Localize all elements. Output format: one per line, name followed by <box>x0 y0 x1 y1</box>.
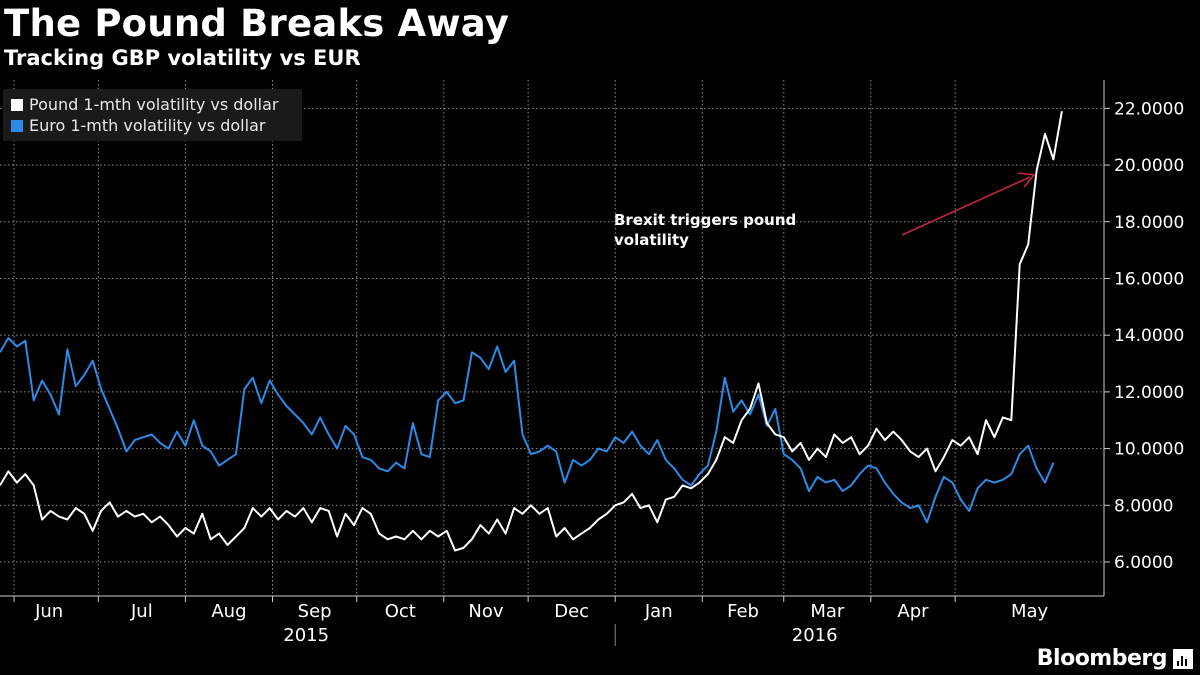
x-tick-label: Mar <box>810 601 845 622</box>
legend-label-euro: Euro 1-mth volatility vs dollar <box>29 116 266 135</box>
y-tick-label: 14.0000 <box>1114 326 1184 346</box>
legend-item-euro: Euro 1-mth volatility vs dollar <box>11 116 265 135</box>
x-tick-label: Oct <box>385 601 416 622</box>
annotation-line-2: volatility <box>614 231 689 249</box>
series-line-euro <box>0 337 1055 524</box>
x-tick-label: Dec <box>554 601 589 622</box>
series-lines <box>0 111 1063 552</box>
legend-swatch-pound <box>11 98 23 111</box>
annotation-arrow <box>901 172 1036 236</box>
annotation-text: Brexit triggers pound volatility <box>614 210 834 250</box>
legend-item-pound: Pound 1-mth volatility vs dollar <box>11 95 278 114</box>
arrow-head <box>1017 172 1036 188</box>
y-tick-label: 12.0000 <box>1114 383 1184 403</box>
brand-logo-text: Bloomberg <box>1036 646 1168 671</box>
x-tick-label: Jun <box>34 601 63 622</box>
x-tick-label: Aug <box>211 601 246 622</box>
x-year-label: 2016 <box>792 625 838 646</box>
gridlines <box>0 80 1104 596</box>
arrow-shaft <box>901 176 1031 236</box>
axes: 6.0000 8.0000 10.0000 12.0000 14.0000 16.0000… <box>0 80 1184 646</box>
x-year-label: 2015 <box>283 625 329 646</box>
x-tick-label: Feb <box>727 601 759 622</box>
x-tick-label: Apr <box>897 601 929 622</box>
y-tick-label: 18.0000 <box>1114 213 1184 233</box>
y-tick-label: 8.0000 <box>1114 496 1173 516</box>
annotation-line-1: Brexit triggers pound <box>614 211 797 229</box>
x-tick-label: Jan <box>644 601 673 622</box>
legend-label-pound: Pound 1-mth volatility vs dollar <box>29 95 279 114</box>
legend: Pound 1-mth volatility vs dollar Euro 1-… <box>3 89 302 141</box>
x-tick-label: Nov <box>468 601 503 622</box>
y-tick-label: 20.0000 <box>1114 156 1184 176</box>
chart-subtitle: Tracking GBP volatility vs EUR <box>4 46 361 70</box>
y-tick-label: 6.0000 <box>1114 553 1173 573</box>
x-tick-label: Jul <box>130 601 153 622</box>
y-tick-label: 10.0000 <box>1114 440 1184 460</box>
bloomberg-bars-icon <box>1173 649 1193 669</box>
y-tick-label: 22.0000 <box>1114 99 1184 119</box>
x-tick-label: Sep <box>298 601 332 622</box>
chart-title: The Pound Breaks Away <box>4 2 510 45</box>
x-tick-label: May <box>1011 601 1049 622</box>
series-line-pound <box>0 111 1063 552</box>
y-tick-label: 16.0000 <box>1114 269 1184 289</box>
legend-swatch-euro <box>11 119 23 132</box>
